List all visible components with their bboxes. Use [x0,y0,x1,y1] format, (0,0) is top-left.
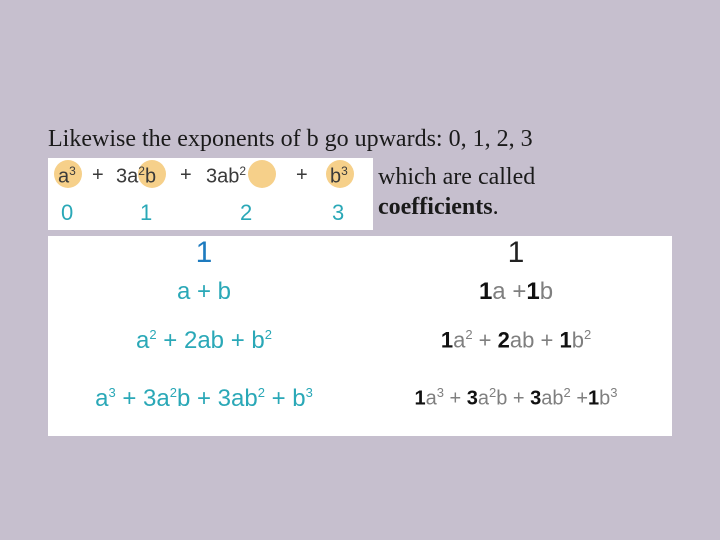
r3v3: b [572,327,584,352]
heading-text: Likewise the exponents of b go upwards: … [48,126,533,153]
l4e1: 3 [108,385,115,400]
highlight-b2 [248,160,276,188]
right-row-4: 1a3 + 3a2b + 3ab2 +1b3 [360,386,672,409]
t2-coef: 3 [116,166,127,188]
t3-b2: b [228,166,239,188]
left-row-2: a + b [48,280,360,304]
t4-sup: 3 [341,164,348,178]
r3e2: 2 [584,327,591,342]
idx-2: 2 [240,200,252,226]
t3-b1: a [217,166,228,188]
l4e4: 3 [306,385,313,400]
r4v3: ab [541,388,563,410]
t2-b2: b [145,166,156,188]
op1: + [92,164,104,187]
l4e3: 2 [258,385,265,400]
r4v2b: b + [496,388,530,410]
side-line1: which are called [378,164,535,190]
r4o2: + [571,388,588,410]
l4e2: 2 [170,385,177,400]
r4v2: a [478,388,489,410]
r4c4: 1 [588,388,599,410]
side-line2-bold: coefficients [378,194,493,220]
r3e1: 2 [465,327,472,342]
l3e2: 2 [265,327,272,342]
r3v2: ab + [510,327,560,352]
left-row-3: a2 + 2ab + b2 [48,328,360,353]
idx-3: 3 [332,200,344,226]
r4e4: 3 [610,385,617,400]
r2c2: 1 [526,278,539,305]
r3c1: 1 [441,327,453,352]
right-row-2: 1a +1b [360,280,672,304]
right-row-1: 1 [360,238,672,268]
l4o1: + 3a [116,385,170,412]
r3c3: 1 [559,327,571,352]
right-column: 1 1a +1b 1a2 + 2ab + 1b2 1a3 + 3a2b + 3a… [360,236,672,436]
t2-b1: a [127,166,138,188]
r2v1: a + [492,278,526,305]
term-3ab2: 3ab2 [206,164,246,189]
r2c1: 1 [479,278,492,305]
op3: + [296,164,308,187]
op2: + [180,164,192,187]
left-column: 1 a + b a2 + 2ab + b2 a3 + 3a2b + 3ab2 +… [48,236,360,436]
l4m: b + 3ab [177,385,258,412]
t3-s2: 2 [239,164,246,178]
r4c2: 3 [467,388,478,410]
r4e3: 2 [564,385,571,400]
side-line2-end: . [493,194,499,220]
r4v1: a [426,388,437,410]
left-row-1: 1 [48,238,360,268]
formula-box: a3 + 3a2b + 3ab2 + b3 0 1 2 3 [48,158,373,230]
r4o1: + [444,388,467,410]
r4v4: b [599,388,610,410]
r4c1: 1 [414,388,425,410]
left-row-4: a3 + 3a2b + 3ab2 + b3 [48,386,360,411]
l3p1: a [136,327,149,354]
side-text: which are called coefficients. [378,162,535,222]
t1-sup: 3 [69,164,76,178]
l3e1: 2 [149,327,156,342]
l4o2: + b [265,385,306,412]
l3op1: + 2ab + [157,327,252,354]
r2v2: b [540,278,553,305]
idx-0: 0 [61,200,73,226]
r4c3: 3 [530,388,541,410]
t4-base: b [330,166,341,188]
term-3a2b: 3a2b [116,164,156,189]
idx-1: 1 [140,200,152,226]
term-a3: a3 [58,164,76,189]
r3v1: a [453,327,465,352]
l4p1: a [95,385,108,412]
r3c2: 2 [498,327,510,352]
t1-base: a [58,166,69,188]
right-row-3: 1a2 + 2ab + 1b2 [360,328,672,351]
r3o1: + [473,327,498,352]
term-b3: b3 [330,164,348,189]
expansions-panel: 1 a + b a2 + 2ab + b2 a3 + 3a2b + 3ab2 +… [48,236,672,436]
l3p2: b [251,327,264,354]
t3-coef: 3 [206,166,217,188]
r4e1: 3 [437,385,444,400]
t2-s1: 2 [138,164,145,178]
